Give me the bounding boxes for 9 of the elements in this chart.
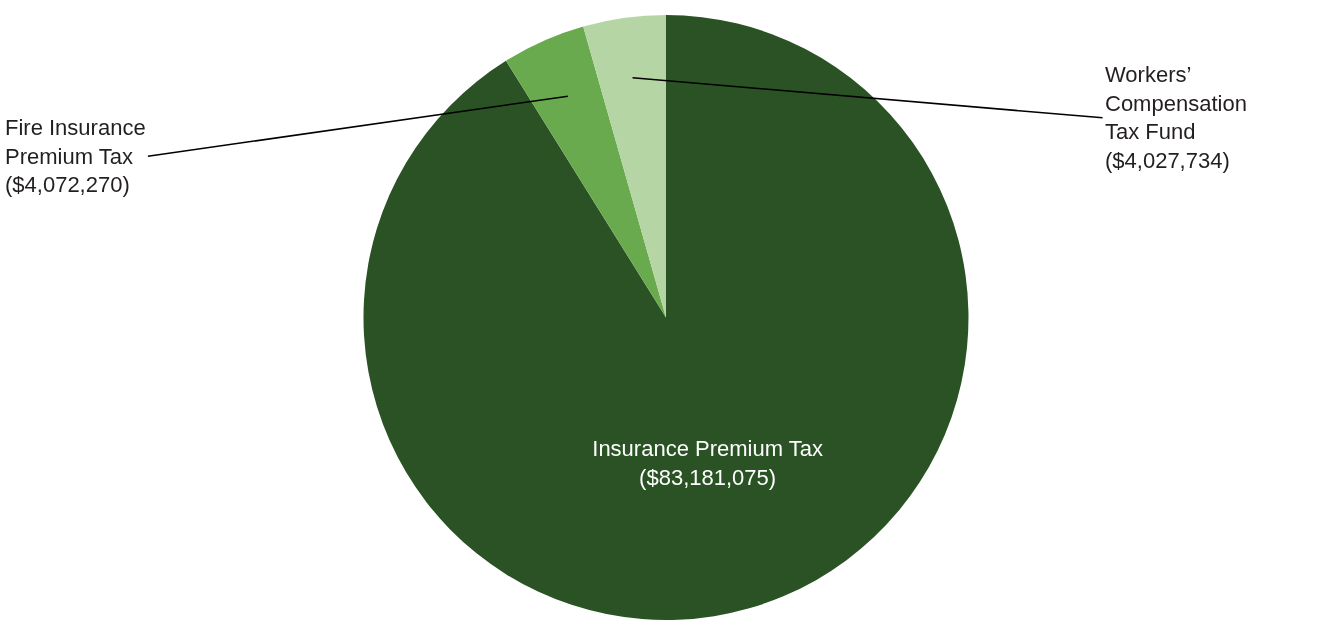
pie-slice — [505, 26, 666, 318]
data-label: ($4,027,734) — [1105, 147, 1230, 173]
data-label: ($4,072,270) — [5, 172, 130, 198]
slice-label: Insurance Premium Tax — [592, 436, 823, 462]
pie-slice — [583, 15, 666, 318]
data-label: ($83,181,075) — [639, 464, 777, 490]
slice-label: Workers’ Compensation Tax Fund — [1105, 62, 1247, 145]
pie-slice — [363, 15, 969, 620]
slice-label: Fire Insurance Premium Tax — [5, 115, 146, 169]
